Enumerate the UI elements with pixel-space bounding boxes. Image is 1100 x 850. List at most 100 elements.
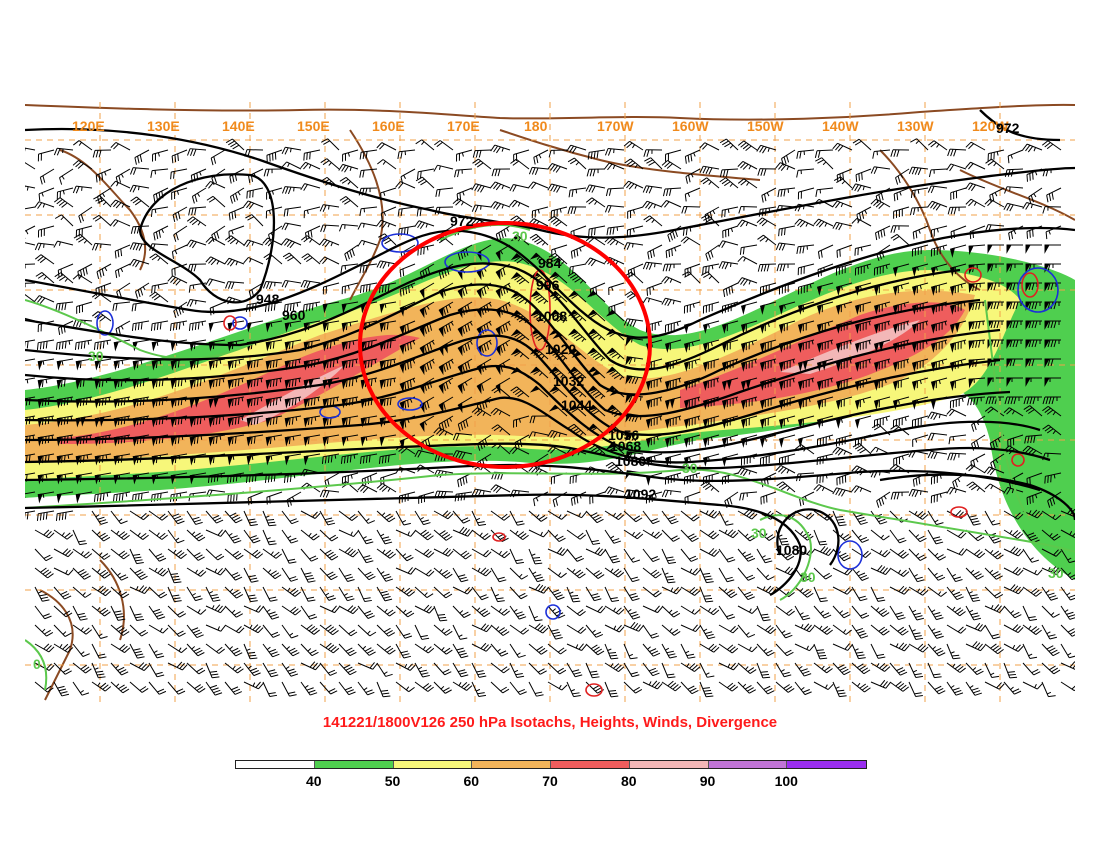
wind-barb-flag <box>759 361 766 372</box>
wind-barb-half-feather <box>287 535 292 539</box>
wind-barb-feather <box>933 413 938 421</box>
wind-barb-flag <box>529 252 541 260</box>
wind-barb-flag <box>419 326 425 338</box>
wind-barb-feather <box>364 557 372 561</box>
wind-barb-feather <box>243 200 249 207</box>
wind-barb-half-feather <box>232 455 235 460</box>
wind-barb-flag <box>702 342 709 353</box>
wind-barb <box>38 149 55 155</box>
wind-barb-half-feather <box>711 265 714 270</box>
wind-barb-feather <box>97 516 105 520</box>
wind-barb-feather <box>287 558 296 562</box>
wind-barb-feather <box>20 283 22 290</box>
wind-barb-feather <box>1050 358 1054 367</box>
wind-barb <box>528 548 536 565</box>
wind-barb-feather <box>993 282 997 291</box>
wind-barb-half-feather <box>403 175 406 180</box>
wind-barb-feather <box>282 252 290 258</box>
wind-barb-half-feather <box>507 283 511 288</box>
wind-barb-flag <box>605 366 617 374</box>
wind-barb <box>933 140 948 151</box>
wind-barb-feather <box>72 274 79 280</box>
wind-barb-half-feather <box>754 359 757 364</box>
wind-barb-flag <box>1044 320 1050 330</box>
wind-barb-feather <box>448 323 452 331</box>
wind-barb-feather <box>858 173 860 181</box>
wind-barb <box>40 168 55 178</box>
wind-barb-feather <box>381 285 384 293</box>
wind-barb-feather <box>269 398 272 407</box>
wind-barb-feather <box>93 195 101 200</box>
wind-barb-feather <box>158 230 161 238</box>
wind-barb-feather <box>227 237 234 243</box>
wind-barb-feather <box>264 304 267 312</box>
wind-barb-half-feather <box>631 531 635 536</box>
wind-barb-half-feather <box>1010 154 1013 159</box>
wind-barb <box>590 257 606 265</box>
wind-barb <box>685 149 701 157</box>
wind-barb-half-feather <box>531 553 536 556</box>
wind-barb <box>228 225 245 232</box>
wind-barb-feather <box>347 548 354 555</box>
wind-barb-feather <box>215 360 218 368</box>
wind-barb-feather <box>908 489 913 497</box>
wind-barb-half-feather <box>581 338 585 342</box>
wind-barb-feather <box>291 417 294 425</box>
wind-barb-feather <box>690 153 693 162</box>
wind-barb-feather <box>647 252 650 260</box>
wind-barb-flag <box>702 361 709 372</box>
wind-barb-flag <box>586 366 598 374</box>
wind-barb-feather <box>110 142 117 148</box>
wind-barb-feather <box>381 222 388 229</box>
wind-barb-flag <box>265 398 271 409</box>
wind-barb-feather <box>575 374 583 379</box>
wind-barb-feather <box>552 219 560 225</box>
wind-barb <box>908 529 921 543</box>
wind-barb-feather <box>153 494 156 502</box>
wind-barb-flag <box>683 418 690 429</box>
wind-barb-feather <box>970 397 973 406</box>
wind-barb-flag <box>419 364 425 376</box>
wind-barb-feather <box>134 323 137 331</box>
wind-barb-feather <box>267 475 270 483</box>
wind-barb-half-feather <box>764 437 767 442</box>
wind-barb-feather <box>919 512 926 519</box>
wind-barb-feather <box>75 186 80 194</box>
wind-barb-half-feather <box>387 488 391 492</box>
wind-barb-feather <box>1033 435 1036 443</box>
wind-barb-flag <box>208 436 214 447</box>
wind-barb-half-feather <box>60 216 65 221</box>
wind-barb-feather <box>504 552 511 559</box>
wind-barb-feather <box>194 532 201 538</box>
wind-barb-feather <box>528 431 533 439</box>
wind-barb-feather <box>576 558 585 562</box>
wind-barb-flag <box>265 436 271 447</box>
wind-barb-feather <box>897 175 901 184</box>
wind-barb-feather <box>445 305 449 314</box>
wind-barb-feather <box>842 172 844 181</box>
wind-barb-feather <box>710 250 714 258</box>
wind-barb-feather <box>1028 339 1032 348</box>
wind-barb <box>516 158 530 170</box>
wind-barb <box>916 138 929 151</box>
wind-barb-feather <box>34 242 39 251</box>
wind-barb-half-feather <box>501 204 504 209</box>
wind-barb-feather <box>1030 435 1033 444</box>
wind-barb-half-feather <box>575 189 578 194</box>
wind-barb-feather <box>1012 339 1016 348</box>
wind-barb-half-feather <box>157 152 160 157</box>
wind-barb-half-feather <box>410 284 414 289</box>
wind-barb-feather <box>748 512 755 518</box>
wind-barb-feather <box>301 253 309 259</box>
wind-barb-feather <box>633 267 636 276</box>
wind-barb-half-feather <box>613 512 617 517</box>
wind-barb-half-feather <box>328 205 330 210</box>
wind-barb-feather <box>95 175 98 183</box>
wind-barb-feather <box>303 163 309 170</box>
wind-barb-half-feather <box>961 397 964 403</box>
wind-barb <box>458 198 473 208</box>
wind-barb <box>666 200 682 208</box>
wind-barb-half-feather <box>237 191 241 196</box>
wind-barb-feather <box>199 378 202 387</box>
wind-barb <box>664 187 682 190</box>
